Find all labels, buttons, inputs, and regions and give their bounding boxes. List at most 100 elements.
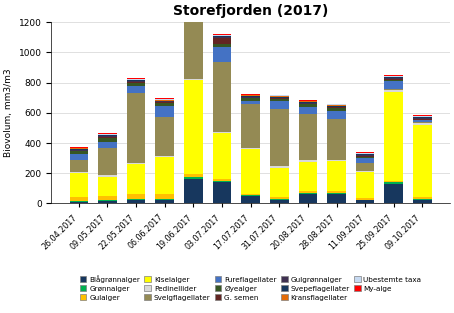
Bar xyxy=(127,164,145,194)
Bar xyxy=(242,94,260,95)
Bar xyxy=(385,89,403,90)
Bar xyxy=(327,161,346,191)
Bar xyxy=(127,81,145,82)
Bar xyxy=(299,191,317,193)
Bar xyxy=(327,160,346,161)
Bar xyxy=(184,11,202,14)
Bar xyxy=(270,198,289,199)
Bar xyxy=(327,108,346,111)
Bar xyxy=(327,111,346,119)
Bar xyxy=(356,171,375,172)
Bar xyxy=(69,147,88,148)
Bar xyxy=(299,162,317,191)
Bar xyxy=(413,198,432,199)
Bar xyxy=(184,14,202,21)
Bar xyxy=(69,154,88,160)
Bar xyxy=(242,195,260,196)
Bar xyxy=(98,138,117,142)
Bar xyxy=(69,150,88,151)
Bar xyxy=(299,103,317,104)
Bar xyxy=(327,104,346,105)
Bar xyxy=(127,83,145,85)
Bar xyxy=(356,163,375,171)
Bar xyxy=(155,199,174,200)
Bar xyxy=(213,34,232,35)
Bar xyxy=(69,202,88,203)
Bar xyxy=(356,198,375,200)
Bar xyxy=(155,98,174,99)
Bar xyxy=(327,119,346,160)
Bar xyxy=(184,79,202,80)
Bar xyxy=(413,115,432,116)
Bar xyxy=(69,160,88,172)
Bar xyxy=(98,134,117,135)
Bar xyxy=(98,148,117,176)
Bar xyxy=(299,105,317,107)
Bar xyxy=(155,102,174,103)
Bar xyxy=(356,156,375,158)
Bar xyxy=(299,114,317,160)
Bar xyxy=(155,99,174,100)
Bar xyxy=(155,103,174,106)
Bar xyxy=(413,125,432,198)
Bar xyxy=(69,197,88,201)
Bar xyxy=(327,107,346,108)
Bar xyxy=(98,137,117,138)
Bar xyxy=(327,106,346,107)
Bar xyxy=(127,194,145,199)
Bar xyxy=(413,120,432,122)
Bar xyxy=(385,75,403,76)
Bar xyxy=(413,122,432,123)
Bar xyxy=(270,168,289,198)
Bar xyxy=(299,100,317,101)
Y-axis label: Biovolum, mm3/m3: Biovolum, mm3/m3 xyxy=(4,69,13,157)
Bar xyxy=(184,80,202,174)
Bar xyxy=(213,36,232,37)
Bar xyxy=(98,136,117,137)
Bar xyxy=(69,173,88,197)
Bar xyxy=(213,181,232,182)
Bar xyxy=(127,163,145,164)
Bar xyxy=(270,97,289,98)
Bar xyxy=(98,196,117,200)
Bar xyxy=(299,102,317,103)
Bar xyxy=(270,99,289,101)
Bar xyxy=(184,7,202,8)
Bar xyxy=(242,97,260,98)
Bar xyxy=(299,194,317,203)
Bar xyxy=(385,81,403,89)
Bar xyxy=(327,194,346,203)
Bar xyxy=(413,123,432,125)
Bar xyxy=(184,8,202,9)
Bar xyxy=(213,47,232,62)
Bar xyxy=(299,101,317,102)
Bar xyxy=(98,133,117,134)
Bar xyxy=(155,116,174,156)
Bar xyxy=(155,106,174,116)
Bar xyxy=(270,109,289,167)
Bar xyxy=(299,193,317,194)
Bar xyxy=(127,93,145,163)
Bar xyxy=(242,96,260,97)
Bar xyxy=(213,37,232,38)
Bar xyxy=(127,78,145,79)
Bar xyxy=(356,158,375,163)
Bar xyxy=(155,101,174,102)
Bar xyxy=(155,194,174,199)
Bar xyxy=(155,157,174,194)
Bar xyxy=(270,167,289,168)
Bar xyxy=(356,172,375,198)
Bar xyxy=(184,21,202,79)
Bar xyxy=(385,80,403,81)
Bar xyxy=(69,149,88,150)
Bar xyxy=(413,117,432,118)
Bar xyxy=(155,156,174,157)
Bar xyxy=(184,179,202,203)
Bar xyxy=(356,152,375,153)
Bar xyxy=(270,98,289,99)
Bar xyxy=(213,62,232,132)
Bar xyxy=(127,199,145,200)
Bar xyxy=(213,44,232,47)
Bar xyxy=(127,79,145,80)
Bar xyxy=(242,101,260,104)
